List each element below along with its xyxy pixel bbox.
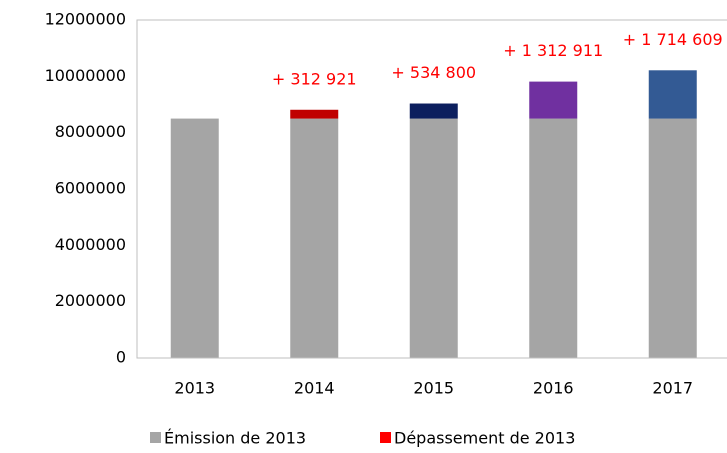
bar-segment <box>648 118 697 358</box>
y-tick-label: 10000000 <box>45 66 126 85</box>
y-tick-label: 6000000 <box>55 179 126 198</box>
data-label: + 312 921 <box>272 69 357 88</box>
bar-segment <box>409 103 458 119</box>
bar-segment <box>529 118 578 358</box>
data-label: + 1 312 911 <box>503 41 603 60</box>
bar-segment <box>529 81 578 119</box>
bar-segment <box>409 118 458 358</box>
x-tick-label: 2013 <box>174 379 215 398</box>
x-tick-label: 2016 <box>533 379 574 398</box>
data-label: + 534 800 <box>391 63 476 82</box>
legend-swatch <box>150 432 161 443</box>
x-tick-label: 2017 <box>652 379 693 398</box>
y-tick-label: 4000000 <box>55 235 126 254</box>
bar-segment <box>648 70 697 119</box>
bar-segment <box>170 118 219 358</box>
y-tick-label: 2000000 <box>55 291 126 310</box>
bar-segment <box>290 109 339 119</box>
legend-label: Émission de 2013 <box>164 429 306 448</box>
legend-label: Dépassement de 2013 <box>394 429 575 448</box>
y-tick-label: 0 <box>116 348 126 367</box>
y-tick-label: 8000000 <box>55 122 126 141</box>
x-tick-label: 2015 <box>413 379 454 398</box>
bar-segment <box>290 118 339 358</box>
data-label: + 1 714 609 <box>623 30 723 49</box>
legend-swatch <box>380 432 391 443</box>
y-tick-label: 12000000 <box>45 10 126 29</box>
x-tick-label: 2014 <box>294 379 335 398</box>
